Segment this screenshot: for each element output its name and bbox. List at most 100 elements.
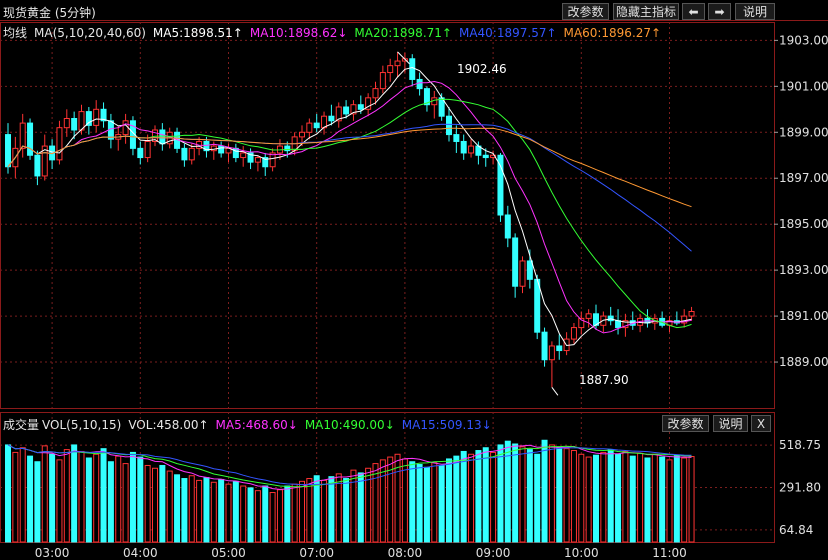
volume-bar bbox=[666, 459, 673, 543]
volume-title: 成交量 bbox=[3, 418, 40, 432]
ma60-line bbox=[7, 127, 692, 208]
candle-body bbox=[416, 78, 423, 90]
candle-body bbox=[622, 320, 629, 329]
candle-body bbox=[460, 140, 467, 154]
candle-body bbox=[27, 122, 34, 156]
candle-body bbox=[534, 278, 541, 333]
legend-vol: VOL:458.00↑ bbox=[128, 418, 209, 432]
volume-bar bbox=[563, 448, 570, 543]
volume-bar bbox=[313, 475, 320, 543]
candle-body bbox=[41, 145, 48, 177]
candle-body bbox=[519, 260, 526, 287]
volume-bar bbox=[548, 444, 555, 543]
price-panel-frame bbox=[0, 22, 775, 409]
candle-body bbox=[262, 157, 269, 168]
volume-bar bbox=[196, 479, 203, 543]
volume-bar bbox=[71, 444, 78, 543]
volume-bar bbox=[181, 478, 188, 543]
candle-body bbox=[409, 58, 416, 80]
candle-body bbox=[453, 134, 460, 142]
candle-body bbox=[504, 214, 511, 239]
hide-main-indicator-button[interactable]: 隐藏主指标 bbox=[613, 3, 679, 20]
candle-body bbox=[100, 108, 107, 122]
volume-bar bbox=[526, 449, 533, 543]
candle-body bbox=[446, 115, 452, 136]
candle-body bbox=[299, 131, 305, 138]
volume-bar bbox=[593, 454, 599, 543]
volume-bar bbox=[115, 455, 122, 543]
candle-body bbox=[688, 311, 695, 317]
volume-bar bbox=[453, 455, 460, 543]
volume-bar bbox=[291, 483, 298, 543]
candle-body bbox=[570, 327, 577, 340]
volume-bar bbox=[63, 449, 70, 543]
volume-bar bbox=[681, 457, 688, 543]
price-tick-label: 1897.00 bbox=[779, 171, 828, 185]
legend-ma20: MA20:1898.71↑ bbox=[354, 26, 452, 40]
candle-body bbox=[269, 152, 276, 168]
candle-body bbox=[313, 122, 320, 129]
params-button[interactable]: 改参数 bbox=[562, 3, 609, 20]
volume-bar bbox=[299, 480, 305, 543]
candle-body bbox=[526, 260, 533, 280]
legend-ma10: MA10:1898.62↓ bbox=[249, 26, 348, 40]
time-tick-label: 10:00 bbox=[564, 546, 599, 560]
price-tick-label: 1895.00 bbox=[779, 217, 828, 231]
volume-bar bbox=[56, 459, 63, 543]
volume-bar bbox=[129, 451, 136, 543]
candle-body bbox=[350, 104, 357, 115]
candle-body bbox=[203, 140, 210, 152]
legend-ma5: MA5:1898.51↑ bbox=[152, 26, 243, 40]
volume-bar bbox=[534, 453, 541, 543]
candle-body bbox=[181, 147, 188, 161]
time-tick-label: 04:00 bbox=[123, 546, 158, 560]
volume-bar bbox=[372, 463, 379, 543]
price-tick-label: 1893.00 bbox=[779, 263, 828, 277]
candle-body bbox=[284, 145, 291, 152]
candle-body bbox=[19, 122, 26, 149]
volume-bar bbox=[615, 453, 622, 543]
scroll-left-button[interactable]: ⬅ bbox=[682, 3, 705, 20]
volume-bar bbox=[174, 474, 181, 543]
volume-bar bbox=[93, 453, 100, 543]
volume-bar bbox=[394, 453, 401, 543]
candle-body bbox=[159, 129, 166, 145]
volume-bar bbox=[247, 487, 254, 543]
high-price-label: 1902.46 bbox=[457, 62, 507, 76]
scroll-right-button[interactable]: ➡ bbox=[708, 3, 731, 20]
candle-body bbox=[379, 72, 386, 90]
volume-bar bbox=[578, 453, 585, 543]
candle-body bbox=[63, 118, 70, 129]
volume-bar bbox=[416, 464, 423, 543]
candle-body bbox=[548, 345, 555, 361]
volume-close-button[interactable]: X bbox=[751, 415, 771, 432]
volume-bar bbox=[490, 451, 497, 543]
volume-bar bbox=[600, 451, 607, 543]
volume-bar bbox=[262, 485, 269, 543]
candle-body bbox=[85, 111, 92, 126]
volume-params-button[interactable]: 改参数 bbox=[662, 415, 709, 432]
volume-bar bbox=[144, 464, 151, 543]
volume-bar bbox=[203, 477, 210, 543]
candle-body bbox=[5, 134, 11, 168]
candle-body bbox=[394, 60, 401, 67]
candle-body bbox=[34, 154, 41, 177]
help-button[interactable]: 说明 bbox=[735, 3, 775, 20]
volume-bar bbox=[622, 450, 629, 543]
high-marker-line bbox=[397, 51, 410, 65]
candle-body bbox=[210, 145, 217, 152]
volume-bar bbox=[387, 456, 394, 543]
volume-bar bbox=[269, 492, 276, 543]
volume-bar bbox=[254, 490, 261, 543]
legend-vol-ma15: MA15:509.13↓ bbox=[401, 418, 492, 432]
volume-bar bbox=[659, 456, 666, 543]
candle-body bbox=[681, 315, 688, 324]
time-tick-label: 07:00 bbox=[299, 546, 334, 560]
volume-help-button[interactable]: 说明 bbox=[713, 415, 748, 432]
volume-bar bbox=[629, 455, 636, 543]
volume-bar bbox=[519, 446, 526, 543]
time-tick-label: 08:00 bbox=[388, 546, 423, 560]
candle-body bbox=[343, 106, 350, 115]
volume-bar bbox=[401, 458, 408, 543]
